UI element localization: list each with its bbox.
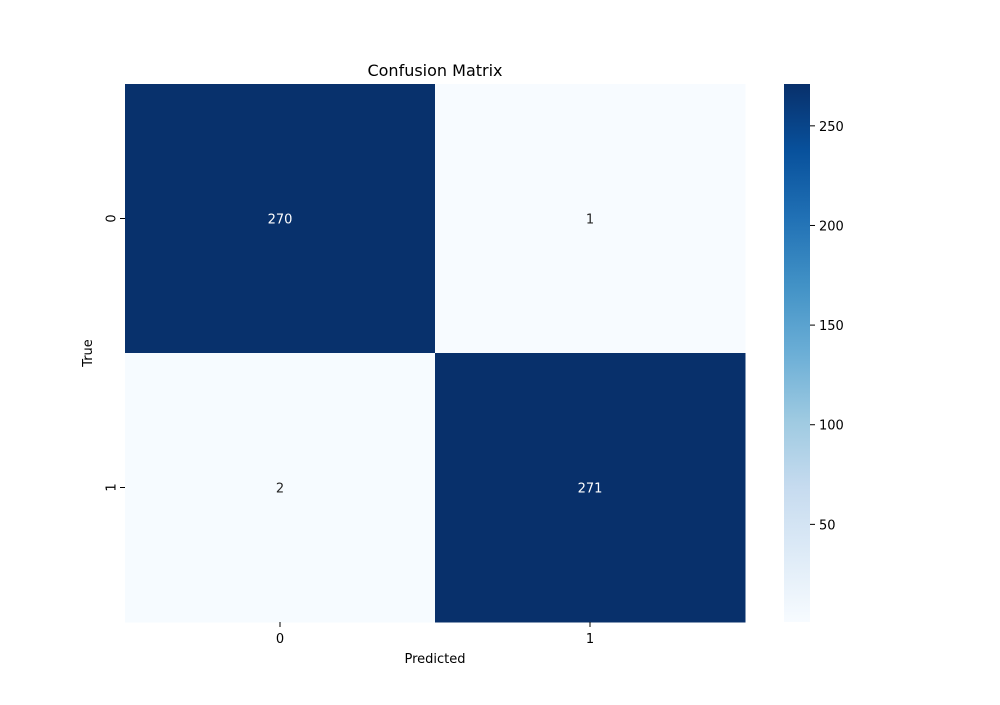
cell-value-label: 2 bbox=[276, 482, 284, 497]
y-tick-label: 0 bbox=[105, 214, 120, 222]
colorbar bbox=[784, 84, 810, 622]
heatmap-cell bbox=[125, 353, 436, 623]
heatmap-cell bbox=[435, 84, 746, 354]
chart-title: Confusion Matrix bbox=[367, 61, 502, 80]
heatmap-cells bbox=[125, 84, 746, 623]
heatmap-cell bbox=[125, 84, 436, 354]
y-tick-label: 1 bbox=[105, 483, 120, 491]
cell-value-labels: 270 1 2 271 bbox=[268, 213, 603, 497]
heatmap-cell bbox=[435, 353, 746, 623]
colorbar-tick-label: 100 bbox=[819, 419, 844, 434]
x-axis-label: Predicted bbox=[404, 652, 465, 667]
cell-value-label: 1 bbox=[586, 213, 594, 228]
colorbar-tick-label: 50 bbox=[819, 518, 836, 533]
colorbar-ticks: 50 100 150 200 250 bbox=[810, 120, 844, 533]
cell-value-label: 271 bbox=[578, 482, 603, 497]
y-axis-ticks: 01 bbox=[105, 214, 125, 492]
colorbar-tick-label: 200 bbox=[819, 219, 844, 234]
colorbar-tick-label: 150 bbox=[819, 319, 844, 334]
x-tick-label: 0 bbox=[276, 632, 284, 647]
cell-value-label: 270 bbox=[268, 213, 293, 228]
x-tick-label: 1 bbox=[586, 632, 594, 647]
colorbar-tick-label: 250 bbox=[819, 120, 844, 135]
y-axis-label: True bbox=[81, 339, 96, 368]
